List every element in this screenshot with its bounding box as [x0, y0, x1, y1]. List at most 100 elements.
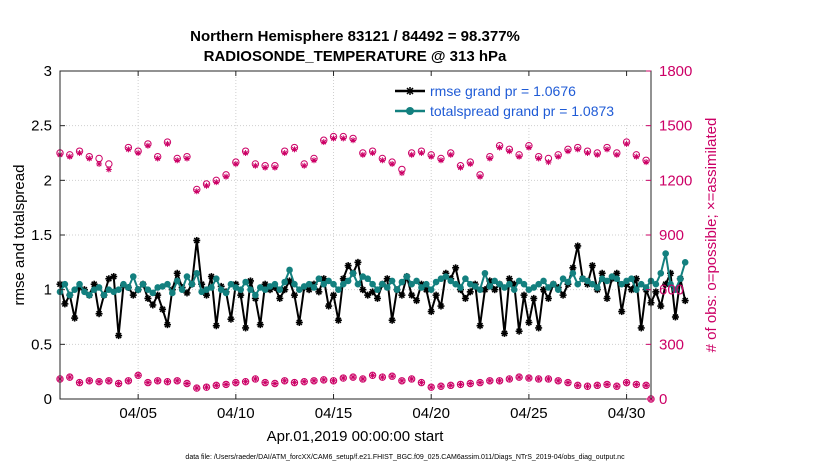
rmse-point: [110, 273, 118, 281]
obs-possible-marker: [66, 373, 74, 381]
obs-possible-marker: [85, 377, 94, 385]
obs-assimilated-marker: [223, 381, 230, 388]
obs-assimilated-marker: [330, 377, 337, 384]
totalspread-point: [291, 280, 298, 288]
totalspread-point: [320, 280, 328, 288]
obs-assimilated-marker: [164, 378, 171, 385]
obs-assimilated-marker: [418, 379, 425, 386]
rmse-point: [237, 291, 245, 299]
rmse-point: [681, 297, 689, 305]
obs-possible-marker: [95, 377, 103, 386]
rmse-point: [437, 302, 445, 310]
obs-assimilated-marker: [135, 372, 142, 379]
x-tick-label: 04/30: [608, 405, 646, 422]
obs-possible-marker: [456, 380, 465, 389]
totalspread-point: [403, 273, 411, 280]
obs-assimilated-marker: [506, 375, 513, 382]
rmse-point: [491, 286, 499, 294]
totalspread-point: [413, 277, 420, 285]
axis-ticks: 04/05 04/10 04/15 04/20 04/25 04/30 0 0.5 1 1.5 2 2…: [31, 63, 692, 422]
rmse-point: [671, 313, 679, 321]
totalspread-point: [681, 259, 689, 266]
obs-assimilated-marker: [320, 376, 327, 383]
totalspread-point: [242, 278, 249, 286]
totalspread-point: [471, 283, 479, 290]
totalspread-point: [642, 284, 650, 291]
obs-possible-marker: [437, 382, 445, 390]
obs-possible-marker: [329, 377, 338, 385]
y-tick-label-left: 0.5: [31, 336, 52, 353]
obs-possible-marker: [124, 377, 133, 385]
obs-assimilated-marker: [496, 144, 503, 151]
totalspread-point: [61, 280, 69, 288]
legend-spread-label: totalspread grand pr = 1.0873: [430, 103, 614, 119]
obs-assimilated-marker: [223, 173, 230, 180]
obs-assimilated-marker: [301, 162, 308, 169]
totalspread-point: [330, 280, 337, 288]
obs-assimilated-marker: [174, 377, 181, 384]
obs-assimilated-marker: [183, 155, 190, 162]
obs-assimilated-marker: [76, 150, 83, 156]
obs-assimilated-marker: [340, 375, 347, 382]
totalspread-point: [271, 280, 279, 288]
totalspread-point: [134, 286, 142, 293]
totalspread-point: [398, 278, 406, 286]
rmse-point: [149, 301, 157, 309]
obs-assimilated-marker: [115, 380, 122, 387]
obs-assimilated-marker: [66, 153, 73, 160]
obs-assimilated-marker: [144, 379, 151, 386]
totalspread-point: [149, 289, 157, 297]
totalspread-point: [633, 286, 640, 293]
totalspread-point: [125, 284, 132, 291]
obs-assimilated-marker: [86, 155, 93, 162]
obs-assimilated-marker: [457, 381, 464, 388]
rmse-point: [388, 316, 396, 324]
totalspread-point: [574, 280, 582, 288]
legend-rmse-marker: [406, 87, 414, 95]
rmse-point: [256, 321, 264, 329]
obs-assimilated-marker: [437, 383, 444, 390]
legend: rmse grand pr = 1.0676 totalspread grand…: [392, 76, 649, 124]
obs-possible-marker: [622, 378, 631, 387]
totalspread-point: [129, 273, 137, 280]
obs-assimilated-marker: [516, 374, 523, 381]
obs-assimilated-marker: [584, 150, 591, 156]
obs-assimilated-marker: [447, 151, 454, 158]
y-tick-label-left: 2: [44, 172, 52, 189]
totalspread-point: [100, 291, 108, 299]
obs-assimilated-marker: [86, 377, 93, 384]
obs-possible-marker: [290, 378, 299, 387]
rmse-point: [129, 291, 137, 299]
totalspread-point: [408, 280, 415, 288]
rmse-point: [559, 291, 567, 299]
obs-assimilated-marker: [193, 188, 200, 195]
obs-assimilated-marker: [535, 375, 542, 382]
obs-possible-marker: [544, 375, 553, 383]
y-tick-label-right: 600: [659, 282, 684, 299]
y-tick-label-left: 1: [44, 282, 52, 299]
totalspread-point: [584, 277, 591, 285]
obs-assimilated-marker: [594, 151, 601, 158]
obs-assimilated-marker: [125, 377, 132, 384]
totalspread-point: [520, 280, 528, 288]
rmse-point: [183, 289, 191, 297]
totalspread-point: [188, 280, 196, 288]
obs-assimilated-marker: [320, 139, 327, 146]
obs-assimilated-marker: [623, 140, 630, 147]
totalspread-point: [569, 269, 577, 277]
totalspread-point: [252, 291, 259, 299]
rmse-point: [227, 315, 235, 323]
obs-possible-marker: [583, 382, 592, 390]
rmse-point: [71, 314, 79, 322]
obs-assimilated-marker: [643, 159, 650, 166]
obs-assimilated-marker: [408, 375, 415, 382]
obs-assimilated-marker: [525, 375, 532, 382]
totalspread-point: [545, 284, 552, 291]
rmse-point: [344, 262, 352, 270]
obs-possible-marker: [75, 378, 84, 387]
obs-possible-marker: [603, 380, 611, 389]
totalspread-point: [305, 280, 313, 288]
rmse-point: [144, 294, 152, 302]
rmse-point: [544, 294, 552, 302]
